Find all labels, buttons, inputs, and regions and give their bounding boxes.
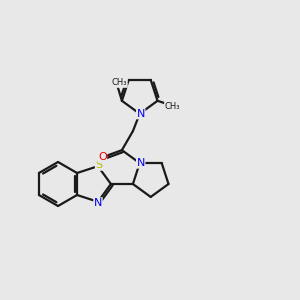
Text: N: N [136, 158, 145, 168]
Text: N: N [136, 109, 145, 119]
Text: CH₃: CH₃ [112, 78, 127, 87]
Text: CH₃: CH₃ [164, 102, 180, 111]
Text: N: N [94, 198, 102, 208]
Text: O: O [98, 152, 106, 162]
Text: S: S [95, 160, 103, 170]
